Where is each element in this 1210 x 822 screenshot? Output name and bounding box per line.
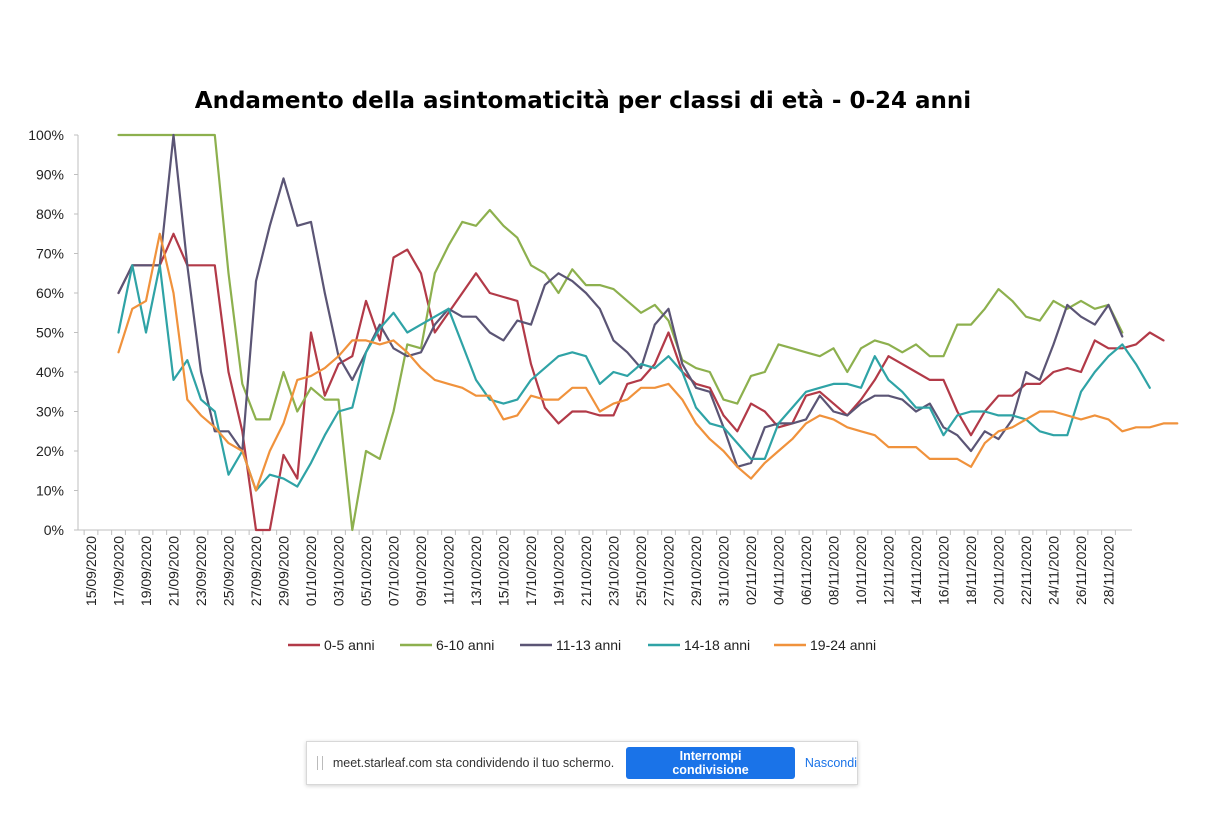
x-tick-label: 15/09/2020 (83, 536, 99, 606)
series-line-3 (117, 264, 1151, 492)
x-tick-label: 10/11/2020 (853, 536, 869, 605)
x-tick-label: 25/09/2020 (221, 536, 237, 606)
x-tick-label: 25/10/2020 (633, 536, 649, 606)
x-tick-label: 27/10/2020 (661, 536, 677, 606)
legend-label-4: 19-24 anni (810, 637, 876, 653)
x-tick-label: 26/11/2020 (1073, 536, 1089, 605)
x-tick-label: 21/10/2020 (578, 536, 594, 606)
x-tick-label: 13/10/2020 (468, 536, 484, 606)
screen-share-bar: meet.starleaf.com sta condividendo il tu… (306, 741, 858, 785)
series-line-0 (117, 232, 1165, 532)
y-tick-label: 70% (36, 246, 64, 262)
x-tick-label: 15/10/2020 (496, 536, 512, 606)
y-tick-label: 10% (36, 483, 64, 499)
x-tick-label: 07/10/2020 (386, 536, 402, 606)
x-tick-label: 28/11/2020 (1101, 536, 1117, 605)
x-tick-label: 17/10/2020 (523, 536, 539, 606)
y-tick-label: 40% (36, 364, 64, 380)
x-tick-label: 29/10/2020 (688, 536, 704, 606)
x-tick-label: 04/11/2020 (771, 536, 787, 605)
x-tick-label: 27/09/2020 (248, 536, 264, 606)
x-tick-label: 19/09/2020 (138, 536, 154, 606)
drag-handle-icon[interactable] (317, 756, 323, 770)
x-tick-label: 19/10/2020 (551, 536, 567, 606)
legend-label-0: 0-5 anni (324, 637, 375, 653)
y-tick-label: 50% (36, 325, 64, 341)
series-lines (117, 133, 1179, 532)
x-tick-label: 01/10/2020 (303, 536, 319, 606)
x-tick-label: 23/09/2020 (193, 536, 209, 606)
x-tick-label: 03/10/2020 (331, 536, 347, 606)
x-tick-label: 11/10/2020 (441, 536, 457, 605)
x-tick-label: 17/09/2020 (111, 536, 127, 606)
y-tick-label: 30% (36, 404, 64, 420)
stop-sharing-button[interactable]: Interrompi condivisione (626, 747, 795, 779)
hide-link[interactable]: Nascondi (804, 756, 857, 770)
legend-label-3: 14-18 anni (684, 637, 750, 653)
x-tick-label: 08/11/2020 (826, 536, 842, 605)
legend-label-2: 11-13 anni (556, 637, 621, 653)
x-tick-label: 09/10/2020 (413, 536, 429, 606)
x-tick-label: 31/10/2020 (716, 536, 732, 606)
y-tick-label: 60% (36, 285, 64, 301)
x-tick-label: 05/10/2020 (358, 536, 374, 606)
series-line-2 (117, 133, 1124, 468)
x-tick-label: 21/09/2020 (166, 536, 182, 606)
y-tick-label: 100% (28, 127, 64, 143)
y-tick-label: 90% (36, 167, 64, 183)
x-tick-label: 23/10/2020 (606, 536, 622, 606)
y-tick-label: 80% (36, 206, 64, 222)
x-tick-label: 16/11/2020 (936, 536, 952, 605)
x-tick-label: 06/11/2020 (798, 536, 814, 605)
legend: 0-5 anni 6-10 anni 11-13 anni 14-18 anni 19-… (288, 637, 876, 653)
x-tick-label: 02/11/2020 (743, 536, 759, 605)
x-tick-label: 12/11/2020 (881, 536, 897, 605)
y-tick-label: 20% (36, 443, 64, 459)
series-line-1 (117, 133, 1124, 532)
x-tick-label: 14/11/2020 (908, 536, 924, 605)
y-tick-label: 0% (44, 522, 64, 538)
x-tick-label: 18/11/2020 (963, 536, 979, 605)
x-tick-label: 29/09/2020 (276, 536, 292, 606)
y-axis-ticks: 0% 10% 20% 30% 40% 50% 60% 70% 80% 90% 100% (28, 127, 78, 538)
chart-title: Andamento della asintomaticità per class… (195, 88, 971, 114)
x-tick-label: 22/11/2020 (1018, 536, 1034, 605)
x-tick-label: 20/11/2020 (991, 536, 1007, 605)
series-line-4 (117, 232, 1179, 492)
share-message: meet.starleaf.com sta condividendo il tu… (332, 756, 615, 770)
x-tick-label: 24/11/2020 (1046, 536, 1062, 605)
x-axis-ticks: 15/09/2020 17/09/2020 19/09/2020 21/09/2020… (83, 530, 1117, 606)
legend-label-1: 6-10 anni (436, 637, 494, 653)
